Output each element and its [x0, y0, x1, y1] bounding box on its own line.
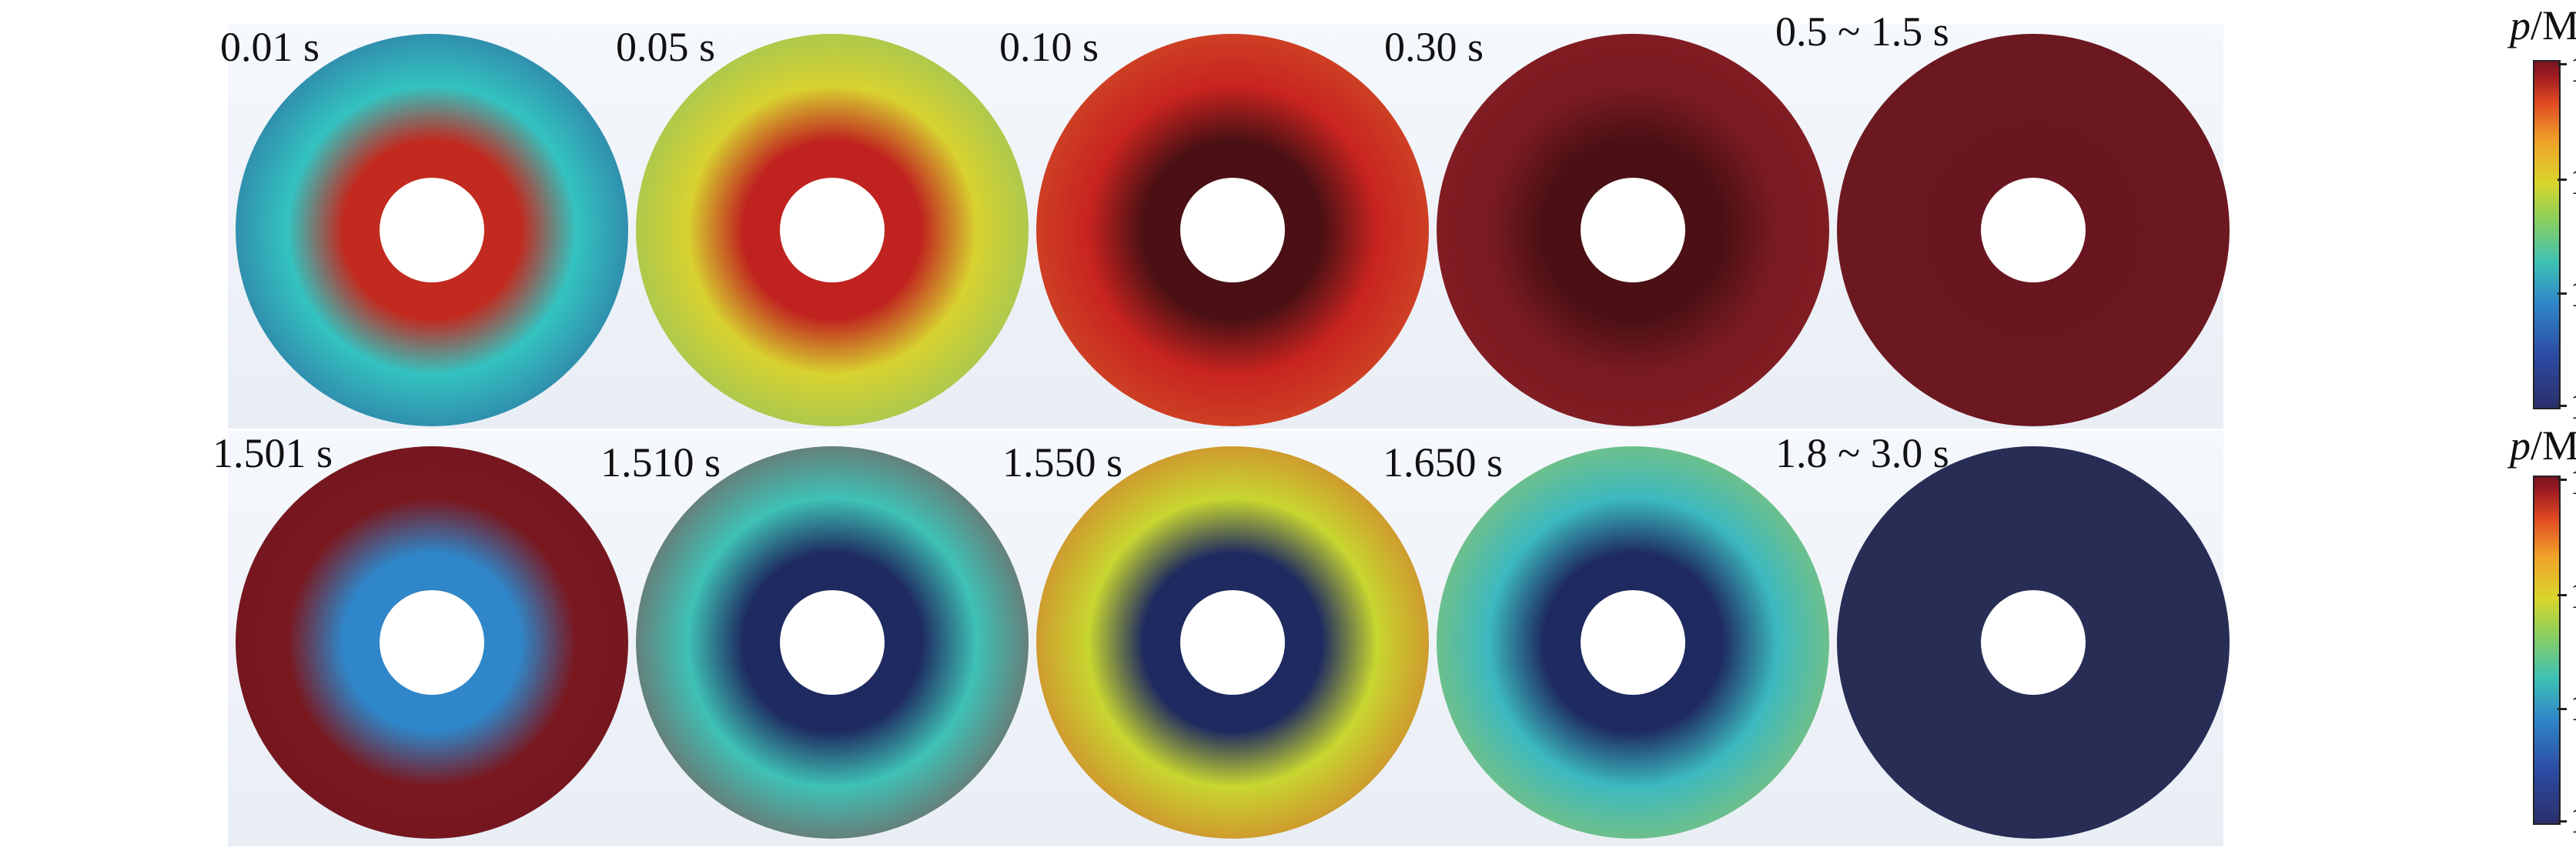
pressure-disc: [1036, 34, 1429, 426]
wellbore-hole: [1981, 178, 2086, 282]
wellbore-hole: [1180, 178, 1285, 282]
wellbore-hole: [1981, 590, 2086, 695]
pressure-disc: [1837, 446, 2230, 839]
time-label: 0.05 s: [616, 24, 716, 70]
wellbore-hole: [380, 590, 484, 695]
unit-text: /MPa: [2531, 2, 2576, 48]
wellbore-hole: [1581, 590, 1685, 695]
unit-symbol: p: [2510, 2, 2531, 48]
wellbore-hole: [1180, 590, 1285, 695]
time-label: 0.01 s: [220, 24, 320, 70]
colorbar-tick-label: 10.1: [2570, 688, 2576, 726]
time-label: 1.501 s: [212, 430, 333, 476]
colorbar-tick-label: 10.2: [2570, 576, 2576, 614]
tick-mark: [2558, 479, 2567, 481]
colorbar-tick-label: 10.3: [2570, 49, 2576, 88]
unit-text: /MPa: [2531, 422, 2576, 469]
pressure-disc: [236, 34, 628, 426]
pressure-disc: [1837, 34, 2230, 426]
colorbar: [2533, 476, 2561, 825]
tick-mark: [2558, 820, 2567, 823]
wellbore-hole: [780, 590, 885, 695]
pressure-disc: [636, 446, 1029, 839]
time-label: 1.650 s: [1383, 439, 1504, 486]
time-label: 1.8 ~ 3.0 s: [1775, 430, 1949, 476]
pressure-disc: [1437, 446, 1829, 839]
time-label: 1.550 s: [1002, 439, 1123, 486]
wellbore-hole: [1581, 178, 1685, 282]
colorbar: [2533, 60, 2561, 409]
colorbar-unit: p/MPa: [2510, 425, 2576, 466]
tick-mark: [2558, 63, 2567, 65]
tick-mark: [2558, 179, 2567, 181]
tick-mark: [2558, 594, 2567, 596]
tick-mark: [2558, 405, 2567, 407]
tick-mark: [2558, 708, 2567, 710]
colorbar-tick-label: 10.0: [2570, 800, 2576, 839]
pressure-disc: [636, 34, 1029, 426]
colorbar-unit: p/MPa: [2510, 5, 2576, 46]
time-label: 0.30 s: [1384, 24, 1484, 70]
time-label: 1.510 s: [601, 439, 721, 486]
pressure-disc: [1437, 34, 1829, 426]
pressure-disc: [236, 446, 628, 839]
colorbar-tick-label: 10.1: [2570, 274, 2576, 312]
wellbore-hole: [780, 178, 885, 282]
colorbar-tick-label: 10.2: [2570, 162, 2576, 200]
time-label: 0.10 s: [999, 24, 1099, 70]
time-label: 0.5 ~ 1.5 s: [1775, 8, 1949, 55]
tick-mark: [2558, 292, 2567, 295]
unit-symbol: p: [2510, 422, 2531, 469]
wellbore-hole: [380, 178, 484, 282]
pressure-disc: [1036, 446, 1429, 839]
colorbar-tick-label: 10.3: [2570, 462, 2576, 500]
colorbar-tick-label: 10.0: [2570, 386, 2576, 425]
